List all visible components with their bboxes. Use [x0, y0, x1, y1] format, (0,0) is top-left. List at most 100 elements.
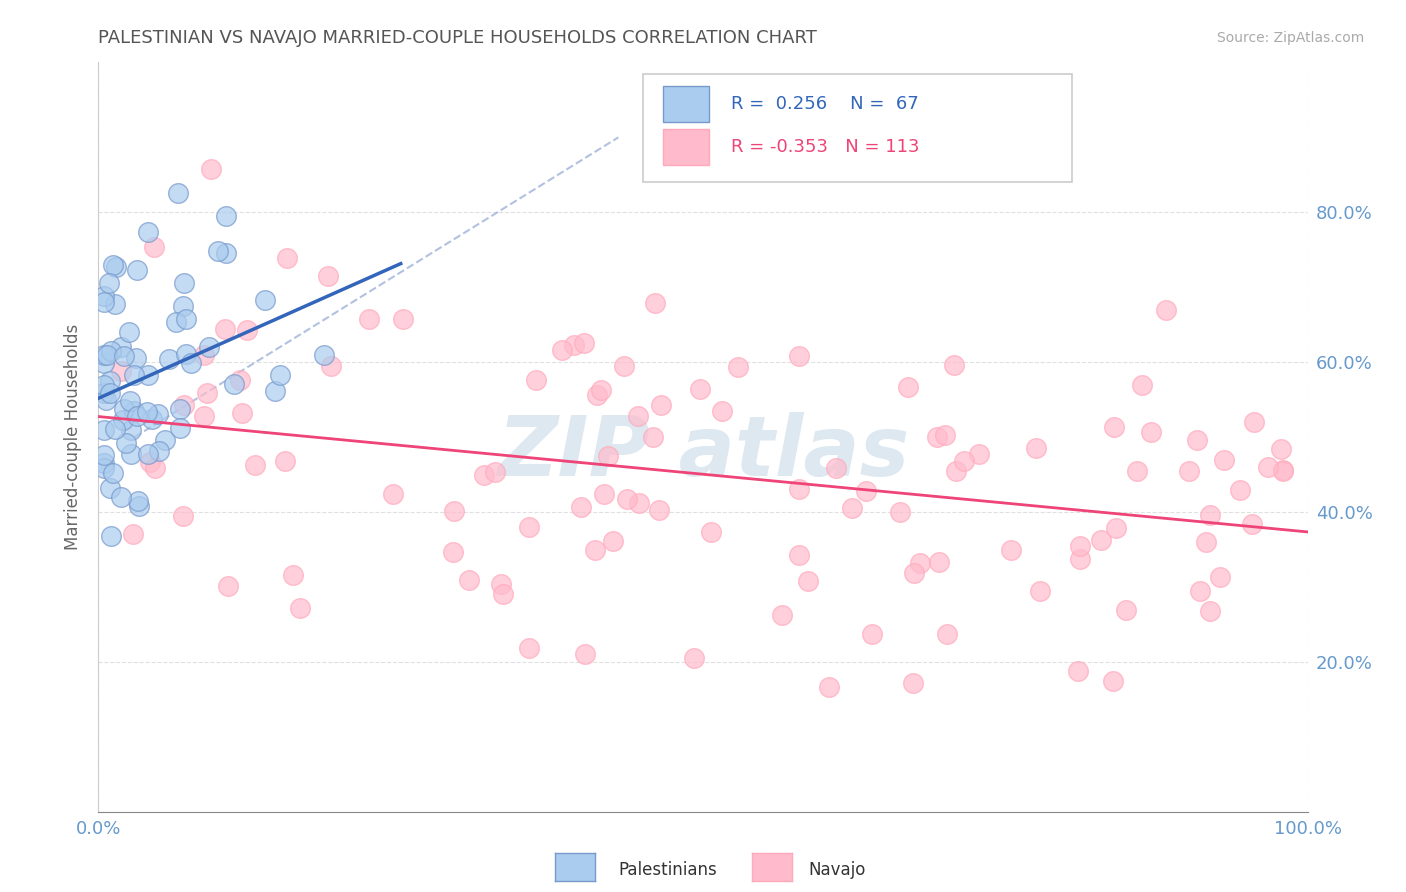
- Point: [127, 409, 149, 423]
- Point: [319, 359, 342, 374]
- Point: [934, 428, 956, 442]
- Point: [112, 350, 135, 364]
- Text: Source: ZipAtlas.com: Source: ZipAtlas.com: [1216, 31, 1364, 45]
- Point: [572, 336, 595, 351]
- Point: [1029, 584, 1052, 599]
- FancyBboxPatch shape: [643, 74, 1071, 182]
- Point: [1105, 521, 1128, 535]
- Point: [98, 276, 121, 290]
- Point: [215, 246, 238, 260]
- Point: [165, 315, 187, 329]
- Point: [492, 587, 515, 601]
- Point: [93, 423, 115, 437]
- Point: [153, 434, 176, 448]
- Point: [128, 499, 150, 513]
- Point: [1102, 419, 1125, 434]
- Point: [176, 347, 198, 361]
- Point: [198, 340, 221, 354]
- Point: [1126, 464, 1149, 478]
- Point: [583, 542, 606, 557]
- Point: [193, 409, 215, 423]
- Point: [141, 412, 163, 426]
- FancyBboxPatch shape: [664, 87, 709, 122]
- Point: [148, 444, 170, 458]
- Text: Navajo: Navajo: [808, 861, 866, 879]
- Point: [484, 465, 506, 479]
- Point: [1187, 434, 1209, 448]
- Point: [173, 398, 195, 412]
- Point: [1115, 603, 1137, 617]
- Point: [1271, 465, 1294, 479]
- Point: [889, 505, 911, 519]
- Point: [231, 406, 253, 420]
- Point: [626, 409, 648, 423]
- Point: [1090, 533, 1112, 548]
- Point: [290, 600, 312, 615]
- Point: [103, 466, 125, 480]
- Point: [93, 449, 115, 463]
- Point: [93, 289, 115, 303]
- Point: [93, 356, 115, 370]
- Point: [789, 548, 811, 562]
- Text: PALESTINIAN VS NAVAJO MARRIED-COUPLE HOUSEHOLDS CORRELATION CHART: PALESTINIAN VS NAVAJO MARRIED-COUPLE HOU…: [98, 29, 817, 47]
- Point: [491, 577, 513, 591]
- Point: [169, 421, 191, 435]
- Point: [443, 504, 465, 518]
- Point: [197, 385, 219, 400]
- Point: [953, 454, 976, 468]
- Point: [910, 556, 932, 570]
- Point: [124, 404, 146, 418]
- Point: [283, 567, 305, 582]
- Point: [928, 555, 950, 569]
- Point: [1102, 673, 1125, 688]
- Point: [193, 348, 215, 362]
- Point: [1257, 460, 1279, 475]
- Point: [648, 503, 671, 517]
- Point: [391, 311, 413, 326]
- Point: [139, 455, 162, 469]
- Point: [93, 377, 115, 392]
- Point: [855, 483, 877, 498]
- Point: [236, 323, 259, 337]
- Point: [1270, 442, 1292, 456]
- Point: [200, 161, 222, 176]
- Point: [1130, 378, 1153, 392]
- Point: [441, 545, 464, 559]
- Point: [314, 348, 336, 362]
- Point: [1209, 569, 1232, 583]
- Point: [825, 460, 848, 475]
- Point: [167, 186, 190, 200]
- Point: [112, 401, 135, 416]
- Point: [111, 413, 134, 427]
- Text: Palestinians: Palestinians: [619, 861, 717, 879]
- Point: [104, 297, 127, 311]
- Point: [98, 385, 121, 400]
- Point: [586, 388, 609, 402]
- Point: [458, 573, 481, 587]
- Point: [382, 487, 405, 501]
- Point: [860, 626, 883, 640]
- Point: [942, 358, 965, 372]
- Point: [276, 252, 298, 266]
- Point: [269, 368, 291, 383]
- Point: [263, 384, 285, 399]
- Point: [115, 436, 138, 450]
- Point: [214, 322, 236, 336]
- Point: [569, 500, 592, 515]
- Point: [613, 359, 636, 373]
- Point: [274, 454, 297, 468]
- Point: [100, 344, 122, 359]
- Point: [215, 209, 238, 223]
- Point: [159, 351, 181, 366]
- Point: [517, 520, 540, 534]
- Point: [94, 392, 117, 407]
- Text: R = -0.353   N = 113: R = -0.353 N = 113: [731, 138, 920, 156]
- Point: [1195, 535, 1218, 549]
- Point: [472, 467, 495, 482]
- Point: [173, 276, 195, 290]
- Point: [121, 527, 143, 541]
- Point: [1069, 539, 1091, 553]
- Point: [628, 496, 651, 510]
- Point: [574, 647, 596, 661]
- Point: [172, 508, 194, 523]
